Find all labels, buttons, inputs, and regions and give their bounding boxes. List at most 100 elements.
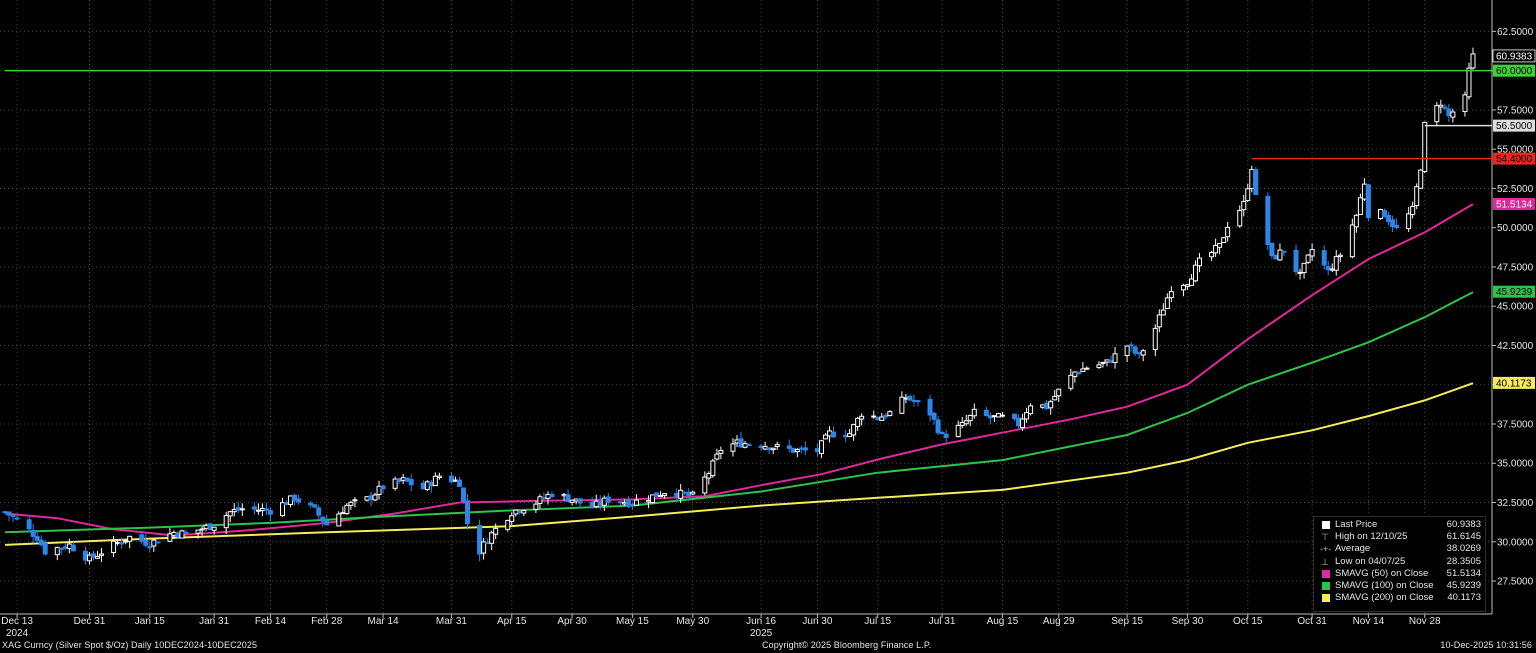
candle-body-down: [428, 481, 434, 487]
candle-body-up: [621, 501, 627, 505]
candle-body-down: [316, 507, 322, 516]
x-tick-label: Jun 16: [746, 616, 776, 627]
candle-body-down: [831, 431, 837, 438]
candle-body-down: [267, 510, 273, 515]
y-tick-label: 30.0000: [1497, 537, 1534, 548]
candle-body-up: [1357, 197, 1363, 215]
legend-value: 61.6145: [1446, 531, 1481, 543]
candle-body-up: [1329, 268, 1335, 271]
candle-body-down: [915, 400, 921, 403]
candle-body-up: [199, 528, 205, 531]
x-tick-label: Jan 31: [199, 616, 229, 627]
candle-body-down: [1128, 344, 1134, 347]
candle-body-up: [1213, 244, 1219, 254]
candle-body-up: [569, 499, 575, 503]
x-tick-label: Nov 28: [1409, 616, 1441, 627]
candle-body-up: [1072, 371, 1078, 377]
candle-body-up: [392, 478, 398, 489]
x-tick-label: May 15: [616, 616, 649, 627]
candle-body-up: [826, 430, 832, 437]
candle-body-up: [1245, 188, 1251, 202]
legend-marker-icon: ⊥: [1321, 556, 1329, 567]
candle-body-up: [223, 515, 229, 529]
candle-body-up: [424, 481, 430, 490]
candle-body-up: [1410, 206, 1416, 216]
candle-body-down: [1132, 346, 1138, 354]
candle-body-up: [999, 414, 1005, 417]
candle-body-down: [911, 399, 917, 402]
candle-body-down: [263, 508, 269, 511]
candle-body-up: [400, 477, 406, 481]
candle-body-up: [1104, 359, 1110, 363]
candle-body-up: [593, 500, 599, 508]
candle-body-up: [86, 554, 92, 562]
candle-body-up: [959, 421, 965, 426]
candle-body-up: [955, 424, 961, 438]
candle-body-up: [203, 524, 209, 529]
candle-body-down: [605, 496, 611, 503]
x-tick-label: Apr 15: [497, 616, 527, 627]
legend-swatch: [1322, 569, 1330, 578]
candle-body-down: [30, 529, 36, 537]
legend-label: Low on 04/07/25: [1335, 555, 1406, 567]
candle-body-down: [155, 541, 161, 544]
candle-body-up: [1450, 111, 1456, 118]
candle-body-down: [549, 493, 555, 497]
candle-body-up: [1361, 183, 1367, 200]
candle-body-up: [211, 526, 217, 531]
x-tick-label: Oct 31: [1297, 616, 1327, 627]
candle-body-up: [1438, 104, 1444, 108]
candle-body-down: [456, 479, 462, 487]
candle-body-down: [686, 491, 692, 497]
candle-body-down: [1446, 108, 1452, 117]
candle-body-up: [167, 533, 173, 542]
x-tick-label: Jul 31: [929, 616, 956, 627]
candle-body-up: [573, 498, 579, 502]
candle-body-down: [70, 544, 76, 552]
candle-body-up: [678, 489, 684, 499]
candle-body-down: [790, 447, 796, 453]
candle-body-up: [871, 415, 877, 418]
x-tick-label: Feb 14: [255, 616, 287, 627]
candle-body-up: [734, 439, 740, 444]
legend-value: 40.1173: [1447, 592, 1481, 604]
legend-label: Average: [1335, 543, 1371, 555]
candle-body-down: [207, 523, 213, 530]
value-tag: [1493, 376, 1535, 389]
candle-body-down: [296, 498, 302, 503]
candle-body-down: [38, 539, 44, 546]
candle-body-down: [119, 542, 125, 545]
candle-body-up: [730, 443, 736, 452]
legend-label: SMAVG (50) on Close: [1335, 567, 1429, 579]
candle-body-down: [308, 502, 314, 506]
candle-body-up: [352, 499, 358, 502]
legend-box: Last Price 60.9383 ⊤ High on 12/10/25 61.614…: [1313, 516, 1486, 612]
candle-body-up: [1414, 186, 1420, 207]
candle-body-up: [601, 497, 607, 506]
x-tick-label: Jan 15: [135, 616, 165, 627]
candle-body-down: [1012, 413, 1018, 420]
candle-body-down: [798, 447, 804, 450]
value-tag: [1493, 285, 1535, 298]
candle-body-up: [1217, 243, 1223, 248]
legend-swatch: [1322, 521, 1330, 529]
candle-body-up: [1249, 169, 1255, 190]
y-tick-label: 57.5000: [1497, 105, 1534, 116]
candle-body-up: [1192, 264, 1198, 282]
candle-body-up: [1056, 388, 1062, 397]
candle-body-up: [706, 473, 712, 479]
candle-body-down: [485, 542, 491, 545]
candle-body-up: [545, 493, 551, 499]
candle-body-down: [1016, 417, 1022, 427]
level-lines-layer: [5, 69, 1492, 160]
candle-body-down: [597, 501, 603, 506]
candle-body-up: [280, 502, 286, 517]
candle-body-up: [1100, 361, 1106, 364]
candle-body-up: [770, 447, 776, 451]
level-tag-label: 54.4000: [1496, 154, 1533, 165]
candle-body-down: [1273, 254, 1279, 260]
candle-body-up: [855, 417, 861, 428]
candle-body-up: [794, 449, 800, 453]
candle-body-down: [465, 500, 471, 525]
candle-body-up: [774, 444, 780, 447]
